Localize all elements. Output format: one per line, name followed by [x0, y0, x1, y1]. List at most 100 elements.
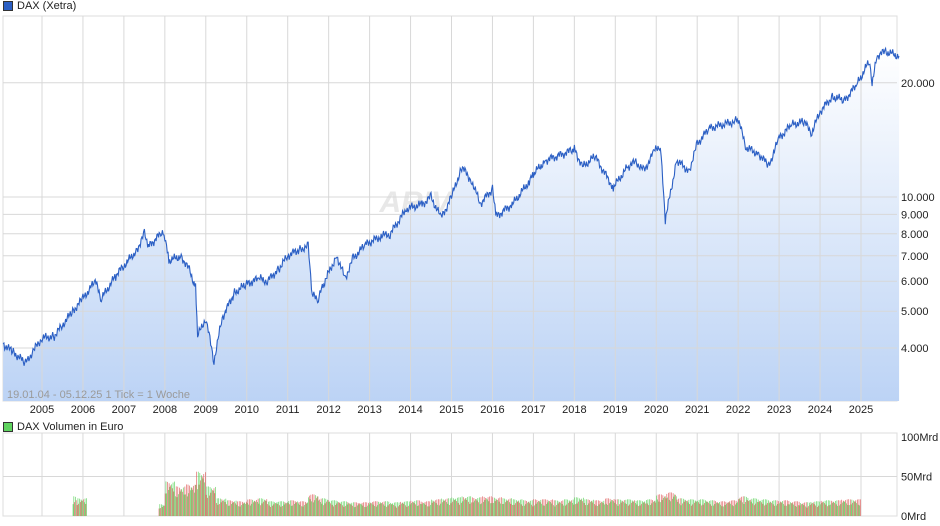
volume-bar	[646, 503, 648, 516]
volume-bar	[476, 500, 478, 516]
volume-bar	[471, 497, 473, 516]
range-label: 19.01.04 - 05.12.25 1 Tick = 1 Woche	[7, 389, 190, 401]
volume-bar	[305, 501, 306, 516]
volume-bar	[849, 499, 851, 516]
volume-bar	[830, 504, 831, 516]
volume-bar	[81, 500, 83, 516]
volume-bar	[84, 498, 86, 516]
volume-bar	[158, 508, 160, 516]
volume-bar	[470, 496, 472, 516]
price-line	[2, 46, 900, 366]
volume-bar	[408, 505, 409, 516]
volume-bar	[201, 476, 203, 516]
volume-bar	[594, 500, 596, 516]
volume-bar	[286, 503, 287, 516]
volume-bar	[680, 505, 682, 516]
volume-bar	[764, 499, 766, 516]
volume-bar	[712, 505, 714, 516]
volume-bar	[320, 498, 322, 516]
volume-bar	[269, 501, 271, 516]
volume-bar	[677, 501, 679, 516]
volume-bar	[432, 500, 434, 516]
volume-bar	[386, 506, 387, 516]
volume-bar	[808, 506, 809, 516]
volume-bar	[779, 503, 780, 516]
volume-bar	[535, 503, 537, 516]
volume-bar	[844, 501, 846, 516]
volume-bar	[601, 501, 603, 516]
volume-bar	[415, 504, 416, 516]
volume-bar	[497, 498, 499, 516]
volume-bar	[775, 505, 777, 516]
volume-bar	[838, 500, 839, 516]
volume-bar	[389, 504, 390, 516]
volume-bar	[192, 489, 194, 516]
volume-bar	[193, 485, 194, 516]
volume-bar	[322, 498, 323, 516]
volume-bar	[581, 498, 583, 516]
volume-bar	[838, 505, 840, 516]
volume-bar	[509, 498, 511, 516]
volume-bar	[419, 500, 420, 516]
volume-bar	[183, 494, 185, 516]
volume-bar	[697, 502, 699, 516]
volume-bar	[201, 475, 202, 516]
volume-bar	[736, 503, 738, 516]
volume-tick-label: 100Mrd	[901, 432, 938, 444]
volume-bar	[438, 499, 439, 516]
volume-bar	[76, 505, 78, 516]
volume-bar	[529, 503, 531, 516]
volume-bar	[172, 482, 174, 516]
volume-bar	[164, 493, 166, 516]
volume-bar	[427, 501, 429, 516]
volume-bar	[310, 494, 312, 516]
volume-bar	[651, 503, 653, 516]
volume-bar	[653, 501, 654, 516]
y-tick-label: 10.000	[901, 192, 935, 204]
volume-bar	[323, 498, 325, 516]
y-tick-label: 6.000	[901, 276, 929, 288]
volume-bar	[743, 503, 745, 516]
volume-bar	[445, 499, 446, 516]
volume-bar	[749, 500, 750, 516]
volume-bar	[297, 501, 298, 516]
volume-bar	[675, 494, 676, 516]
volume-bar	[679, 498, 681, 516]
volume-bar	[75, 496, 76, 516]
x-tick-label: 2016	[480, 404, 504, 416]
volume-bar	[405, 501, 407, 516]
volume-bar	[605, 503, 607, 516]
x-tick-label: 2018	[562, 404, 586, 416]
volume-bar	[548, 500, 550, 516]
volume-bar	[705, 500, 706, 516]
volume-bar	[205, 494, 207, 516]
volume-bar	[742, 502, 743, 516]
volume-bar	[544, 505, 546, 516]
volume-bar	[706, 501, 708, 516]
volume-bar	[735, 504, 736, 516]
volume-bar	[852, 502, 853, 516]
volume-bar	[606, 498, 608, 516]
volume-bar	[642, 502, 644, 516]
volume-bar	[500, 503, 501, 516]
volume-bar	[612, 500, 613, 516]
volume-bar	[324, 503, 326, 516]
volume-bar	[387, 505, 389, 516]
volume-bar	[348, 503, 349, 516]
volume-bar	[254, 500, 256, 516]
volume-bar	[312, 502, 314, 516]
volume-bar	[265, 501, 267, 516]
volume-bar	[410, 500, 412, 516]
volume-bar	[649, 505, 651, 516]
volume-bar	[703, 499, 705, 516]
volume-bar	[418, 505, 420, 516]
volume-bar	[620, 499, 621, 516]
volume-bar	[820, 504, 821, 516]
volume-bar	[786, 500, 788, 516]
volume-bar	[80, 499, 82, 516]
volume-bar	[784, 505, 786, 516]
volume-bar	[546, 499, 548, 516]
volume-bar	[704, 503, 705, 516]
volume-bar	[741, 496, 742, 516]
